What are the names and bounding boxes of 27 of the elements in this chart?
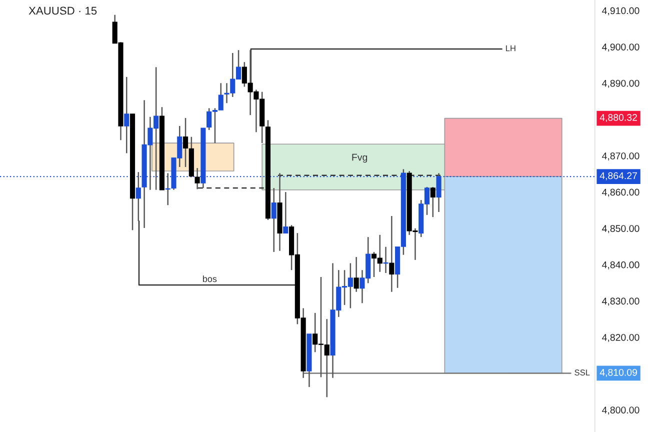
candlestick: [283, 191, 288, 234]
band-label: Fvg: [352, 154, 368, 163]
candlestick: [194, 167, 200, 190]
annotation: 4,810.09: [600, 368, 638, 377]
y-tick-label: 4,870.00: [602, 152, 640, 161]
ref-line-label: bos: [202, 275, 217, 282]
y-tick-label: 4,900.00: [602, 44, 640, 52]
y-tick-label: 4,850.00: [602, 225, 640, 234]
candlestick: [124, 76, 130, 154]
annotation: 4,880.32: [600, 114, 637, 122]
candlestick: [389, 215, 394, 292]
y-tick-label: 4,800.00: [602, 406, 640, 415]
candlestick: [354, 256, 359, 292]
candlestick: [383, 246, 388, 274]
ref-line-label: LH: [506, 45, 516, 52]
y-tick-label: 4,820.00: [602, 334, 640, 342]
y-tick-label: 4,890.00: [602, 80, 640, 88]
y-tick-label: 4,830.00: [602, 298, 640, 306]
annotation: 4,864.27: [600, 172, 637, 180]
y-tick-label: 4,860.00: [602, 188, 640, 197]
y-tick-label: 4,840.00: [602, 261, 640, 270]
y-tick-label: 4,910.00: [602, 7, 640, 16]
candlestick: [182, 117, 188, 168]
candlestick: [430, 186, 436, 218]
candlestick: [271, 187, 276, 253]
chart-title: XAUUSD · 15: [28, 6, 97, 15]
ref-line-label: SSL: [574, 370, 590, 376]
